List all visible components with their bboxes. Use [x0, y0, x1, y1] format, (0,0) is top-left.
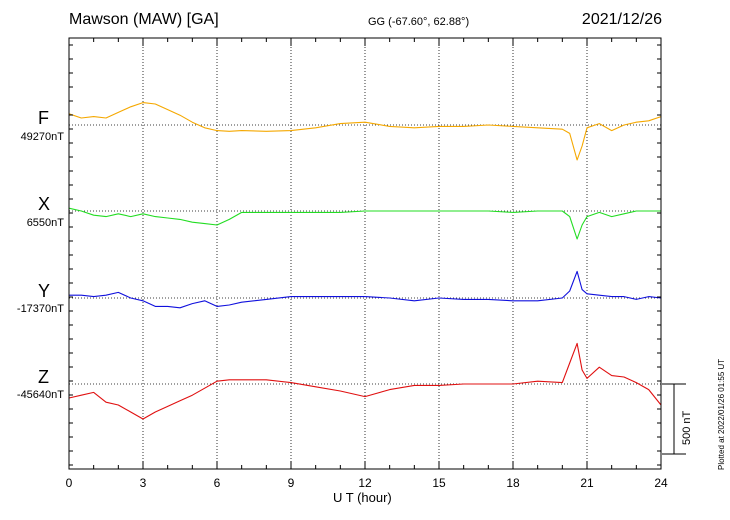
- plot-date: 2021/12/26: [581, 11, 662, 28]
- x-axis-label: U T (hour): [333, 490, 392, 505]
- axes: [68, 37, 686, 470]
- component-label-y: Y: [38, 281, 51, 301]
- x-tick-label: 21: [580, 476, 594, 490]
- data-traces: [68, 102, 662, 420]
- station-title: Mawson (MAW) [GA]: [69, 11, 219, 28]
- grid-lines: [69, 38, 661, 469]
- component-label-z: Z: [38, 367, 49, 387]
- x-tick-label: 0: [65, 476, 73, 490]
- trace-y: [69, 270, 662, 309]
- x-tick-label: 3: [139, 476, 147, 490]
- baseline-label-y: -17370nT: [16, 303, 64, 315]
- trace-x: [68, 207, 661, 240]
- baseline-label-f: 49270nT: [20, 131, 64, 143]
- x-tick-label: 6: [213, 476, 221, 490]
- x-tick-label: 9: [287, 476, 295, 490]
- x-tick-label: 15: [432, 476, 446, 490]
- plotted-timestamp: Plotted at 2022/01/26 01:55 UT: [717, 358, 726, 470]
- baseline-label-x: 6550nT: [26, 217, 64, 229]
- x-tick-label: 12: [358, 476, 372, 490]
- x-tick-label: 18: [506, 476, 520, 490]
- component-label-x: X: [38, 194, 51, 214]
- scale-bar-label: 500 nT: [681, 410, 693, 445]
- geographic-coordinates: GG (-67.60°, 62.88°): [368, 16, 470, 28]
- component-label-f: F: [38, 108, 49, 128]
- baseline-label-z: -45640nT: [16, 389, 64, 401]
- trace-f: [68, 102, 662, 161]
- trace-z: [68, 342, 662, 420]
- x-tick-label: 24: [654, 476, 668, 490]
